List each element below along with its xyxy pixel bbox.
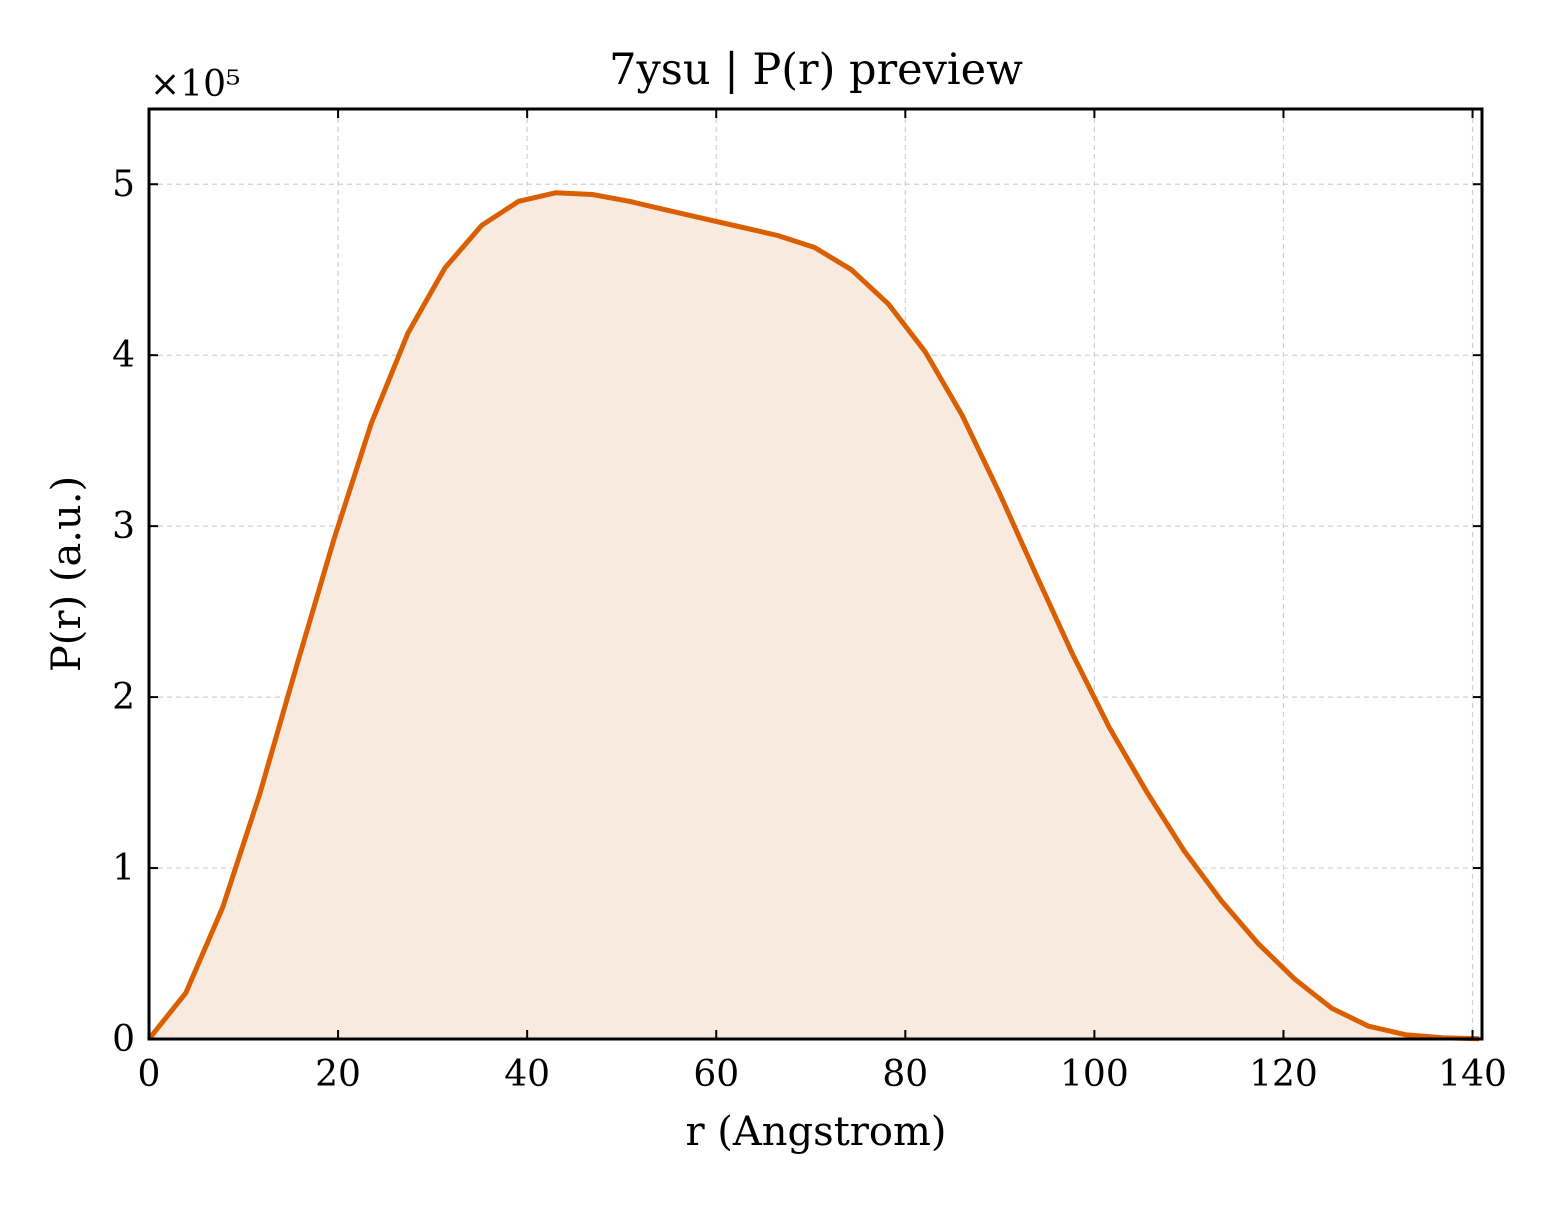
y-tick-label: 4 (112, 335, 135, 376)
x-tick-label: 20 (315, 1054, 361, 1095)
x-tick-label: 60 (693, 1054, 739, 1095)
x-tick-label: 0 (138, 1054, 161, 1095)
pr-area-fill (149, 192, 1480, 1040)
x-axis-label: r (Angstrom) (685, 1109, 946, 1155)
y-axis-label: P(r) (a.u.) (44, 476, 90, 672)
ticks: 0 20 40 60 80 100 120 140 0 1 2 3 4 5 (112, 109, 1507, 1095)
y-tick-label: 0 (112, 1019, 135, 1060)
y-tick-label: 5 (112, 164, 135, 205)
y-tick-label: 1 (112, 848, 135, 889)
x-tick-label: 100 (1060, 1054, 1129, 1095)
plot-frame (147, 107, 1484, 1041)
x-tick-label: 40 (504, 1054, 550, 1095)
x-tick-label: 80 (882, 1054, 928, 1095)
y-tick-label: 2 (112, 677, 135, 718)
pr-series-line (147, 190, 1480, 1042)
y-tick-label: 3 (112, 506, 135, 547)
chart-title: 7ysu | P(r) preview (609, 45, 1023, 95)
y-axis-multiplier: ×10⁵ (150, 64, 240, 105)
x-tick-label: 140 (1438, 1054, 1507, 1095)
x-tick-label: 120 (1249, 1054, 1318, 1095)
